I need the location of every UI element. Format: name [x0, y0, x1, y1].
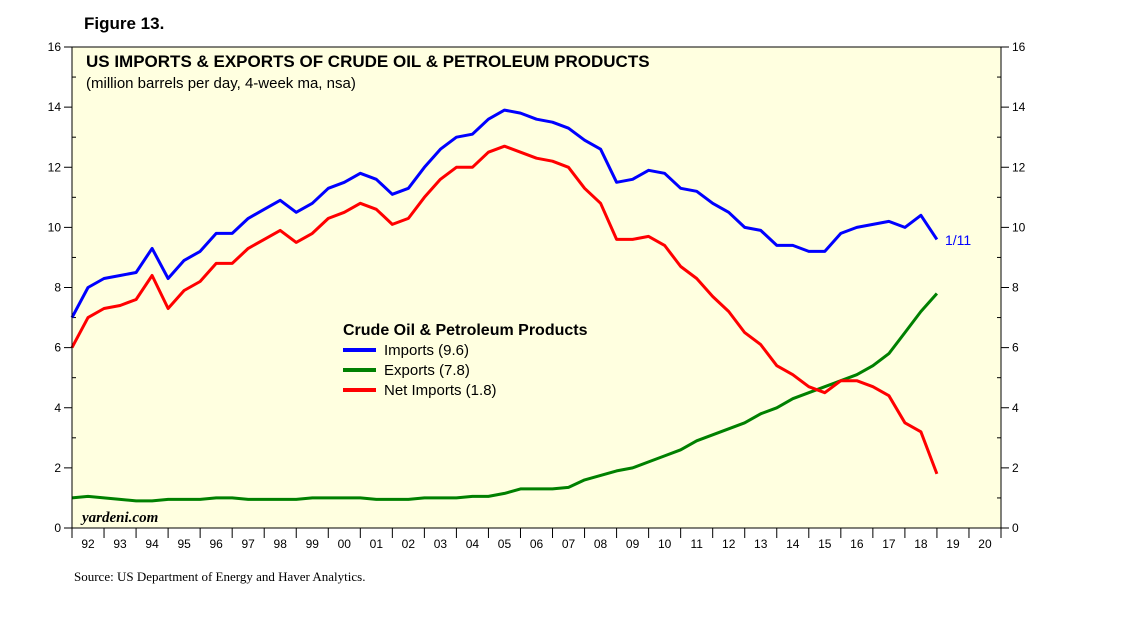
series-line-exports [71, 292, 939, 503]
x-tick-label: 02 [402, 537, 416, 551]
y-tick-label-right: 16 [1012, 40, 1026, 54]
x-tick-labels: 92 93 94 95 96 97 98 99 00 01 02 03 04 05 06 07 08 09 10 11… [81, 537, 992, 551]
y-tick-label-right: 10 [1012, 220, 1026, 234]
y-tick-label-left: 2 [54, 461, 61, 475]
plot-frame [71, 46, 1002, 529]
y-tick-label-right: 12 [1012, 160, 1026, 174]
x-tick-label: 08 [594, 537, 608, 551]
x-tick-label: 94 [145, 537, 159, 551]
legend-title: Crude Oil & Petroleum Products [343, 322, 588, 339]
x-tick-label: 13 [754, 537, 768, 551]
y-tick-label-left: 0 [54, 521, 61, 535]
y-tick-label-right: 14 [1012, 100, 1026, 114]
x-tick-label: 95 [177, 537, 191, 551]
x-tick-label: 93 [113, 537, 127, 551]
y-tick-label-right: 8 [1012, 281, 1019, 295]
x-tick-label: 12 [722, 537, 736, 551]
series-line-imports [70, 108, 939, 319]
x-tick-label: 99 [306, 537, 320, 551]
y-tick-label-right: 6 [1012, 341, 1019, 355]
x-tick-label: 98 [274, 537, 288, 551]
chart-title: US IMPORTS & EXPORTS OF CRUDE OIL & PETR… [86, 52, 650, 71]
x-tick-label: 96 [209, 537, 223, 551]
y-tick-label-left: 12 [48, 160, 62, 174]
legend-label-imports: Imports (9.6) [384, 342, 469, 359]
watermark: yardeni.com [80, 510, 158, 526]
x-tick-label: 00 [338, 537, 352, 551]
series-lines [70, 108, 939, 503]
x-tick-label: 19 [946, 537, 960, 551]
x-tick-label: 16 [850, 537, 864, 551]
series-line-net-imports [70, 144, 939, 475]
y-tick-label-left: 4 [54, 401, 61, 415]
x-tick-label: 17 [882, 537, 896, 551]
legend-label-net-imports: Net Imports (1.8) [384, 382, 497, 399]
y-tick-label-right: 2 [1012, 461, 1019, 475]
figure-label: Figure 13. [84, 14, 165, 33]
x-tick-label: 09 [626, 537, 640, 551]
x-tick-label: 01 [370, 537, 384, 551]
y-tick-label-left: 14 [48, 100, 62, 114]
x-tick-label: 92 [81, 537, 95, 551]
y-tick-label-right: 4 [1012, 401, 1019, 415]
y-tick-label-left: 16 [48, 40, 62, 54]
y-tick-label-left: 8 [54, 281, 61, 295]
y-tick-label-left: 10 [48, 220, 62, 234]
y-tick-labels: 0 0 2 2 4 4 6 6 8 8 10 10 12 12 14 14 16 16 [48, 40, 1026, 535]
x-tick-label: 11 [690, 537, 703, 551]
end-date-label: 1/11 [945, 232, 971, 248]
x-tick-label: 05 [498, 537, 512, 551]
x-tick-label: 97 [242, 537, 256, 551]
x-tick-label: 04 [466, 537, 480, 551]
x-tick-label: 07 [562, 537, 576, 551]
y-tick-label-left: 6 [54, 341, 61, 355]
x-tick-label: 20 [978, 537, 992, 551]
source-note: Source: US Department of Energy and Have… [74, 569, 366, 584]
legend: Crude Oil & Petroleum Products Imports (… [343, 322, 588, 399]
plot-background [72, 47, 1001, 528]
chart-subtitle: (million barrels per day, 4-week ma, nsa… [86, 75, 356, 92]
x-tick-label: 03 [434, 537, 448, 551]
y-tick-label-right: 0 [1012, 521, 1019, 535]
x-tick-label: 15 [818, 537, 832, 551]
legend-label-exports: Exports (7.8) [384, 362, 470, 379]
x-tick-label: 06 [530, 537, 544, 551]
x-tick-label: 14 [786, 537, 800, 551]
x-tick-label: 18 [914, 537, 928, 551]
x-tick-label: 10 [658, 537, 672, 551]
